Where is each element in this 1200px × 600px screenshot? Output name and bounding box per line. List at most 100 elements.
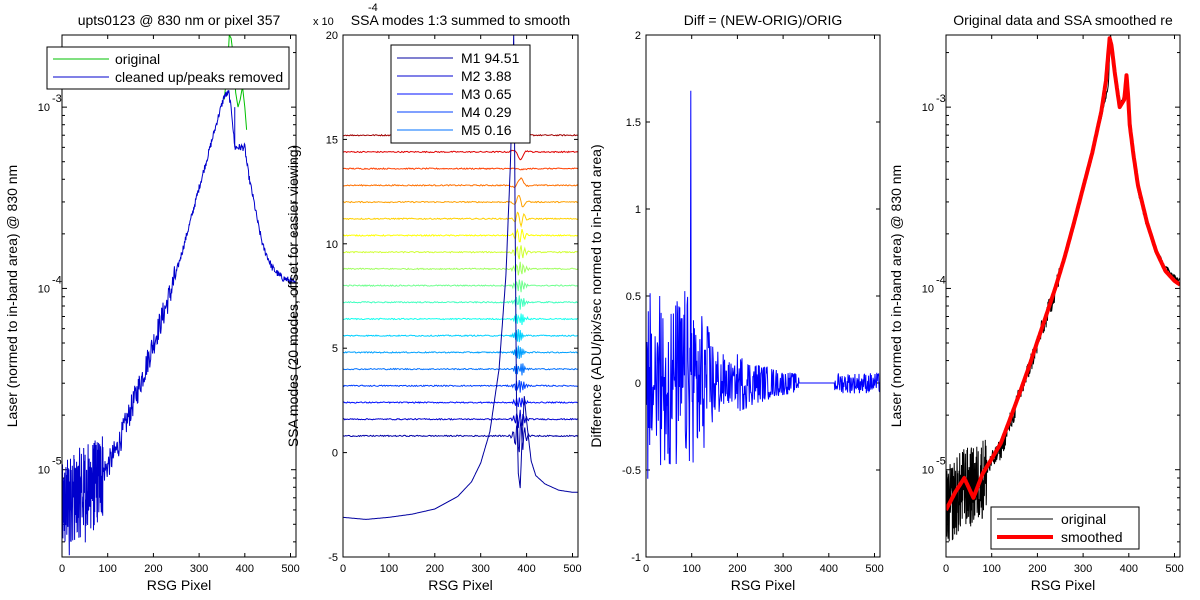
y-tick-label: 1 (635, 204, 641, 216)
x-tick-label: 0 (340, 563, 346, 575)
y-tick-label: -5 (328, 552, 338, 564)
x-tick-label: 100 (99, 563, 117, 575)
legend-2: M1 94.51 M2 3.88 M3 0.65 M4 0.29 M5 0.16 (390, 44, 531, 144)
x-tick-label: 200 (426, 563, 444, 575)
mode-line (343, 195, 578, 208)
legend-1: original cleaned up/peaks removed (46, 46, 290, 90)
mode-line (343, 409, 578, 429)
legend-label: M4 0.29 (461, 104, 512, 120)
series-group-3 (646, 90, 880, 479)
mode-line (343, 177, 578, 189)
mode-line (343, 279, 578, 293)
y-tick-label-exp: -3 (52, 93, 62, 105)
y-axis-label-1: Laser (normed to in-band area) @ 830 nm (4, 165, 20, 427)
y-tick-label: 0 (332, 448, 338, 460)
y-tick-label: -0.5 (622, 465, 641, 477)
y-tick-label-base: 10 (38, 283, 50, 295)
legend-label: M2 3.88 (461, 68, 512, 84)
y-tick-label: 10-4 (922, 274, 946, 295)
mode-line (343, 149, 578, 161)
mode-line (343, 167, 578, 171)
x-axis-label-1: RSG Pixel (147, 577, 212, 593)
mode-line (343, 380, 578, 393)
y-tick-label: 10-5 (922, 456, 946, 477)
chart-title-3: Diff = (NEW-ORIG)/ORIG (684, 12, 843, 28)
mode-line (343, 397, 578, 408)
y-tick-label: 10 (326, 239, 338, 251)
y-tick-label-base: 10 (38, 465, 50, 477)
y-tick-label: 0 (635, 378, 641, 390)
x-tick-label: 0 (59, 563, 65, 575)
y-tick-label-exp: -5 (936, 456, 946, 468)
x-tick-label: 200 (1028, 563, 1046, 575)
x-tick-label: 300 (774, 563, 792, 575)
legend-label: M5 0.16 (461, 122, 512, 138)
x-tick-label: 400 (517, 563, 535, 575)
y-multiplier-exp: -4 (368, 2, 378, 14)
mode-line (343, 328, 578, 343)
x-axis-label-2: RSG Pixel (428, 577, 493, 593)
x-tick-label: 200 (144, 563, 162, 575)
legend-label: cleaned up/peaks removed (115, 69, 283, 85)
y-tick-label: 20 (326, 30, 338, 42)
legend-label: smoothed (1061, 529, 1122, 545)
y-tick-label-base: 10 (922, 102, 934, 114)
x-tick-label: 400 (820, 563, 838, 575)
y-tick-label: 10-4 (38, 274, 62, 295)
mode-line (343, 363, 578, 376)
x-axis-label-3: RSG Pixel (731, 577, 796, 593)
axes-2: 0 100 200 300 400 500 -1 -0.5 0 0.5 1 1.5 2 (622, 30, 884, 575)
mode-line (343, 295, 578, 310)
x-tick-label: 500 (1165, 563, 1183, 575)
x-tick-label: 400 (1120, 563, 1138, 575)
legend-label: original (1061, 511, 1106, 527)
y-tick-label-base: 10 (38, 102, 50, 114)
chart-title-1: upts0123 @ 830 nm or pixel 357 (78, 12, 281, 28)
x-tick-label: 300 (190, 563, 208, 575)
y-tick-label: 5 (332, 343, 338, 355)
legend-4: original smoothed (990, 506, 1140, 550)
x-tick-label: 0 (943, 563, 949, 575)
y-tick-label: 15 (326, 134, 338, 146)
x-tick-label: 100 (983, 563, 1001, 575)
legend-box-4 (990, 506, 1140, 550)
mode-line (343, 228, 578, 243)
y-tick-label-base: 10 (922, 465, 934, 477)
y-tick-label: 1.5 (626, 117, 641, 129)
y-tick-label-exp: -5 (52, 456, 62, 468)
y-tick-label: 10-3 (922, 93, 946, 114)
mode-line (343, 211, 578, 228)
legend-label: M1 94.51 (461, 50, 520, 66)
axes-frame-3 (645, 34, 881, 558)
y-multiplier-2: x 10 -4 (313, 2, 378, 28)
y-axis-label-2: SSA modes (20 modes, offset for easier v… (285, 145, 301, 447)
x-tick-label: 500 (865, 563, 883, 575)
x-tick-label: 300 (472, 563, 490, 575)
legend-box-1 (46, 46, 290, 90)
x-tick-label: 100 (380, 563, 398, 575)
x-tick-label: 0 (643, 563, 649, 575)
mode-line (343, 313, 578, 325)
series-line-cleaned (62, 90, 296, 556)
mode-line (343, 345, 578, 359)
chart-title-4: Original data and SSA smoothed re (953, 12, 1173, 28)
y-tick-label-exp: -4 (936, 274, 946, 286)
y-tick-label: 0.5 (626, 291, 641, 303)
plot-area-2 (646, 35, 880, 557)
x-tick-label: 500 (281, 563, 299, 575)
x-tick-label: 100 (683, 563, 701, 575)
x-tick-label: 200 (728, 563, 746, 575)
y-tick-label-exp: -3 (936, 93, 946, 105)
y-tick-label: -1 (631, 552, 641, 564)
y-axis-label-3: Difference (ADU/pix/sec normed to in-ban… (588, 144, 604, 447)
diff-line (646, 90, 880, 479)
y-tick-label-exp: -4 (52, 274, 62, 286)
x-tick-label: 300 (1074, 563, 1092, 575)
series-group-2 (343, 35, 578, 520)
x-axis-label-4: RSG Pixel (1031, 577, 1096, 593)
x-tick-label: 500 (563, 563, 581, 575)
mode1-line (343, 35, 578, 520)
